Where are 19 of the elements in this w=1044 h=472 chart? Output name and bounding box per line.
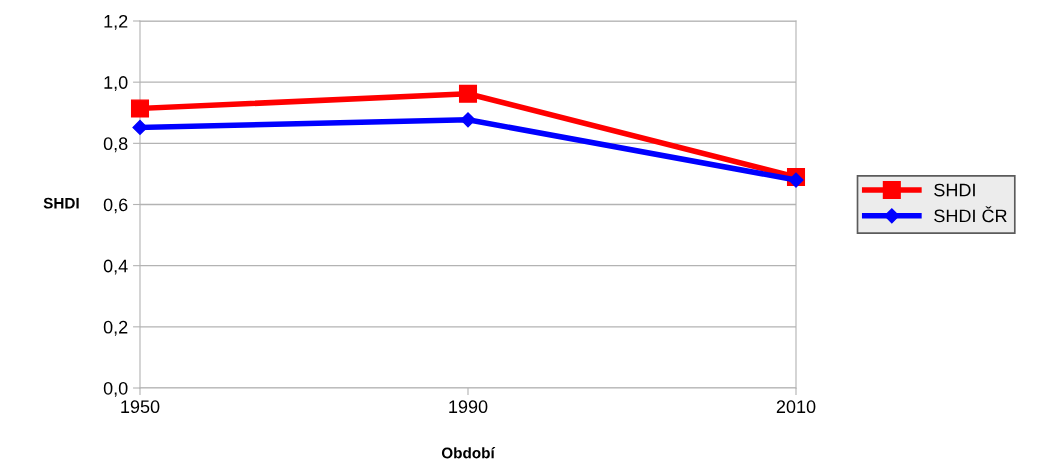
y-tick-label: 0,8 (103, 137, 128, 153)
y-tick-label: 0,0 (103, 381, 128, 397)
legend-label: SHDI (934, 183, 975, 197)
y-tick-label: 1,0 (104, 76, 128, 92)
point (788, 172, 804, 188)
x-tick-label: 1950 (121, 400, 160, 414)
y-tick-label: 0,2 (103, 320, 128, 336)
y-tick-label: 1,2 (104, 14, 128, 30)
y-tick-label: 0,4 (103, 259, 128, 275)
legend-label: SHDI ČR (934, 206, 1007, 223)
y-tick-label: 0,6 (103, 198, 128, 214)
y-axis-title: SHDI (43, 197, 79, 209)
point (132, 119, 148, 135)
x-tick-label: 1990 (449, 400, 488, 414)
point (130, 99, 150, 118)
x-axis-title: Období (441, 447, 496, 459)
point (460, 112, 476, 128)
x-tick-label: 2010 (776, 400, 816, 414)
point (458, 84, 478, 103)
